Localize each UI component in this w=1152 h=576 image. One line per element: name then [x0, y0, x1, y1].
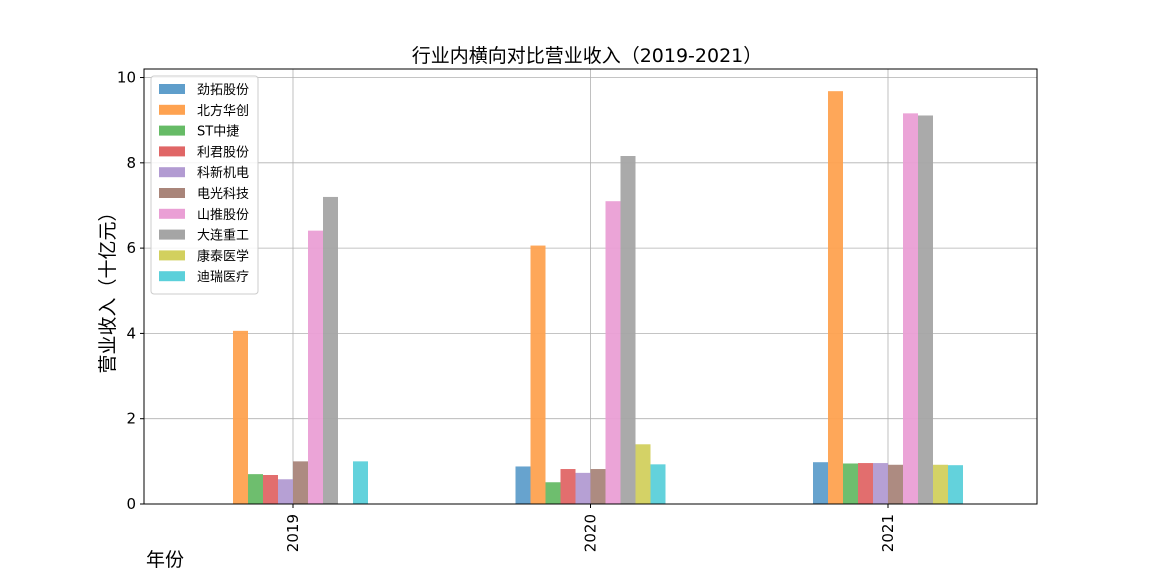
x-tick-label: 2020 — [582, 514, 600, 552]
y-tick-label: 6 — [126, 239, 136, 257]
bar-大连重工-2021 — [918, 115, 933, 504]
bar-ST中捷-2020 — [545, 482, 561, 504]
bar-利君股份-2020 — [560, 469, 576, 504]
y-tick-label: 8 — [126, 154, 136, 172]
bars — [233, 91, 963, 505]
bar-山推股份-2020 — [605, 201, 621, 505]
legend-swatch — [159, 229, 185, 240]
legend-label: 康泰医学 — [197, 248, 249, 264]
legend-swatch — [159, 146, 185, 157]
bar-利君股份-2021 — [858, 463, 873, 504]
legend-label: 山推股份 — [197, 208, 249, 223]
y-tick-label: 2 — [126, 410, 136, 428]
legend-swatch — [159, 167, 185, 178]
chart-title: 行业内横向对比营业收入（2019-2021） — [412, 45, 763, 67]
bar-迪瑞医疗-2019 — [353, 461, 368, 504]
x-tick-label: 2021 — [879, 514, 897, 552]
bar-大连重工-2020 — [620, 156, 636, 504]
y-axis-label: 营业收入（十亿元） — [97, 202, 119, 373]
legend-label: 北方华创 — [197, 103, 249, 119]
bar-科新机电-2020 — [575, 472, 591, 504]
bar-北方华创-2019 — [233, 330, 248, 504]
legend-label: 利君股份 — [197, 145, 249, 160]
y-tick-label: 0 — [126, 495, 136, 513]
legend-swatch — [159, 208, 185, 219]
bar-山推股份-2019 — [308, 230, 323, 504]
legend-label: 科新机电 — [197, 165, 249, 181]
bar-ST中捷-2019 — [248, 474, 263, 504]
legend-swatch — [159, 271, 185, 282]
bar-劲拓股份-2020 — [515, 466, 531, 504]
x-axis-label: 年份 — [146, 549, 184, 571]
bar-北方华创-2021 — [828, 91, 843, 505]
legend-swatch — [159, 125, 185, 136]
bar-电光科技-2019 — [293, 461, 308, 504]
bar-电光科技-2021 — [888, 464, 903, 504]
legend-label: ST中捷 — [197, 125, 239, 140]
legend-swatch — [159, 104, 185, 115]
bar-电光科技-2020 — [590, 469, 606, 504]
legend-label: 大连重工 — [197, 228, 249, 244]
bar-迪瑞医疗-2020 — [650, 464, 666, 504]
bar-劲拓股份-2021 — [813, 462, 828, 504]
x-tick-label: 2019 — [284, 514, 302, 552]
legend-label: 劲拓股份 — [197, 83, 249, 98]
bar-康泰医学-2021 — [933, 464, 948, 504]
bar-科新机电-2021 — [873, 463, 888, 504]
bar-利君股份-2019 — [263, 475, 278, 504]
bar-康泰医学-2020 — [635, 444, 651, 504]
axes: 0 2 4 6 8 10 2019 2020 2021 — [117, 68, 1038, 552]
bar-迪瑞医疗-2021 — [948, 465, 963, 504]
y-tick-label: 4 — [126, 324, 136, 342]
legend-label: 迪瑞医疗 — [197, 270, 249, 285]
bar-ST中捷-2021 — [843, 463, 858, 504]
bar-大连重工-2019 — [323, 196, 338, 505]
y-tick-label: 10 — [117, 69, 136, 87]
legend-swatch — [159, 84, 185, 94]
bar-山推股份-2021 — [903, 113, 918, 505]
bar-北方华创-2020 — [530, 245, 546, 504]
legend-label: 电光科技 — [197, 187, 249, 202]
legend-swatch — [159, 250, 185, 261]
bar-科新机电-2019 — [278, 479, 293, 504]
legend-swatch — [159, 188, 185, 198]
